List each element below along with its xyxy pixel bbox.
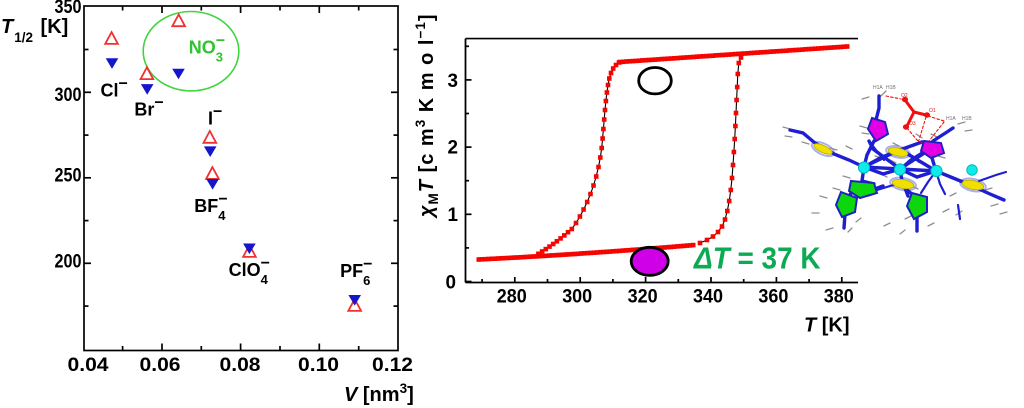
- svg-text:Cl−: Cl−: [101, 76, 128, 101]
- svg-text:H1B: H1B: [962, 116, 972, 122]
- svg-text:BF4−: BF4−: [194, 191, 227, 223]
- svg-text:2: 2: [448, 138, 459, 159]
- svg-text:H1B: H1B: [886, 85, 896, 91]
- svg-text:H1A: H1A: [946, 116, 956, 122]
- svg-text:T [K]: T [K]: [804, 315, 850, 337]
- svg-text:250: 250: [55, 166, 82, 187]
- svg-text:PF6−: PF6−: [340, 256, 372, 288]
- svg-text:V [nm3]: V [nm3]: [344, 381, 414, 406]
- svg-text:ClO4−: ClO4−: [229, 255, 270, 287]
- svg-text:O1: O1: [929, 108, 936, 114]
- svg-text:360: 360: [758, 287, 788, 308]
- svg-text:Br−: Br−: [134, 95, 163, 120]
- svg-text:O3: O3: [909, 121, 916, 127]
- svg-text:280: 280: [497, 287, 527, 308]
- svg-text:350: 350: [55, 0, 82, 18]
- svg-text:300: 300: [55, 85, 82, 106]
- svg-text:0: 0: [446, 273, 457, 294]
- svg-text:T1/2 [K]: T1/2 [K]: [1, 16, 68, 45]
- svg-text:1: 1: [448, 205, 459, 226]
- svg-text:χMT [c m3 K m o l−1]: χMT [c m3 K m o l−1]: [413, 13, 441, 219]
- svg-text:3: 3: [448, 71, 459, 92]
- svg-text:320: 320: [628, 287, 658, 308]
- svg-text:200: 200: [55, 252, 82, 273]
- svg-text:0.12: 0.12: [372, 355, 413, 376]
- svg-text:I−: I−: [208, 104, 222, 129]
- svg-text:0.06: 0.06: [140, 355, 181, 376]
- svg-text:NO3−: NO3−: [189, 33, 225, 65]
- svg-text:H1A: H1A: [873, 85, 883, 91]
- svg-text:0.10: 0.10: [298, 355, 339, 376]
- svg-text:0.04: 0.04: [68, 355, 109, 376]
- svg-text:0.08: 0.08: [220, 355, 261, 376]
- svg-text:300: 300: [562, 287, 592, 308]
- svg-text:ΔT = 37 K: ΔT = 37 K: [693, 241, 821, 276]
- svg-text:340: 340: [693, 287, 723, 308]
- svg-text:380: 380: [824, 287, 854, 308]
- svg-text:O2: O2: [901, 93, 908, 99]
